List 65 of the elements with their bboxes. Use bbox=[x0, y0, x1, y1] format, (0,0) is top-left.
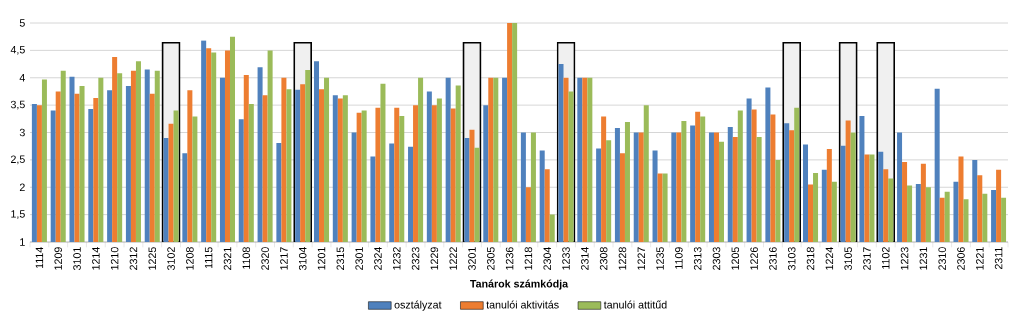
x-tick-label: 2316 bbox=[769, 247, 777, 270]
x-tick-label: 1114 bbox=[35, 247, 44, 269]
x-tick-label: 2312 bbox=[129, 247, 138, 270]
x-tick-label: 1208 bbox=[186, 247, 194, 270]
x-tick-label: 3103 bbox=[787, 247, 796, 271]
x-tick-label: 3105 bbox=[844, 247, 852, 271]
x-tick-label: 2324 bbox=[374, 247, 382, 270]
legend-label: osztályzat bbox=[394, 300, 442, 311]
x-tick-label: 1115 bbox=[204, 247, 213, 269]
x-tick-label: 2303 bbox=[712, 247, 721, 270]
x-tick-label: 3101 bbox=[73, 247, 81, 271]
x-tick-label: 1102 bbox=[881, 247, 890, 269]
x-tick-label: 2311 bbox=[994, 247, 1003, 270]
x-tick-label: 1225 bbox=[148, 247, 157, 270]
x-tick-label: 1108 bbox=[242, 247, 251, 269]
x-tick-label: 2314 bbox=[581, 247, 589, 270]
x-tick-label: 3104 bbox=[298, 247, 307, 271]
x-tick-label: 2313 bbox=[693, 247, 702, 270]
x-tick-label: 2308 bbox=[599, 247, 608, 270]
x-tick-label: 2317 bbox=[863, 247, 871, 270]
x-tick-label: 1232 bbox=[392, 247, 401, 270]
x-tick-label: 1205 bbox=[731, 247, 740, 270]
x-tick-label: 1218 bbox=[524, 247, 533, 270]
x-tick-label: 1235 bbox=[656, 247, 664, 270]
x-tick-label: 1228 bbox=[618, 247, 627, 270]
y-tick-label: 4 bbox=[19, 74, 25, 82]
x-tick-label: 1224 bbox=[825, 247, 834, 270]
x-tick-label: 2306 bbox=[957, 247, 965, 270]
x-tick-label: 1210 bbox=[110, 247, 119, 270]
x-tick-label: 1229 bbox=[430, 247, 439, 270]
x-tick-label: 1109 bbox=[675, 247, 683, 269]
x-tick-label: 1217 bbox=[280, 247, 288, 270]
x-tick-label: 1201 bbox=[317, 247, 326, 270]
x-tick-label: 1233 bbox=[562, 247, 570, 270]
x-tick-label: 1222 bbox=[449, 247, 457, 270]
y-tick-label: 1,5 bbox=[11, 210, 25, 219]
x-axis-title: Tanárok számkódja bbox=[470, 279, 569, 290]
legend-label: tanulói aktivitás bbox=[486, 300, 559, 309]
x-tick-label: 1221 bbox=[976, 247, 984, 270]
y-tick-label: 2 bbox=[19, 183, 25, 191]
x-tick-label: 3102 bbox=[167, 247, 175, 271]
x-tick-label: 1227 bbox=[637, 247, 645, 270]
y-tick-label: 4,5 bbox=[10, 46, 25, 55]
x-tick-label: 2320 bbox=[261, 247, 269, 270]
y-tick-label: 3 bbox=[19, 128, 25, 137]
x-tick-label: 2323 bbox=[411, 247, 420, 270]
y-tick-label: 2,5 bbox=[11, 155, 25, 165]
x-tick-label: 2304 bbox=[543, 247, 551, 270]
y-tick-label: 5 bbox=[19, 19, 25, 27]
x-tick-label: 1226 bbox=[750, 247, 758, 270]
x-tick-label: 1223 bbox=[900, 247, 909, 270]
x-tick-label: 2321 bbox=[223, 247, 232, 270]
x-tick-label: 2310 bbox=[938, 247, 946, 270]
x-tick-label: 2305 bbox=[487, 247, 495, 270]
legend-label: tanulói attitűd bbox=[603, 300, 667, 309]
y-tick-label: 1 bbox=[20, 238, 25, 246]
x-tick-label: 2318 bbox=[806, 247, 815, 270]
x-tick-label: 1209 bbox=[54, 247, 62, 270]
x-tick-label: 2315 bbox=[336, 247, 345, 270]
x-tick-label: 1236 bbox=[505, 247, 514, 270]
x-tick-label: 1214 bbox=[92, 247, 100, 270]
x-tick-label: 2301 bbox=[355, 247, 363, 270]
y-tick-label: 3,5 bbox=[10, 100, 25, 110]
x-tick-label: 1231 bbox=[919, 247, 928, 270]
x-tick-label: 3201 bbox=[468, 247, 476, 271]
